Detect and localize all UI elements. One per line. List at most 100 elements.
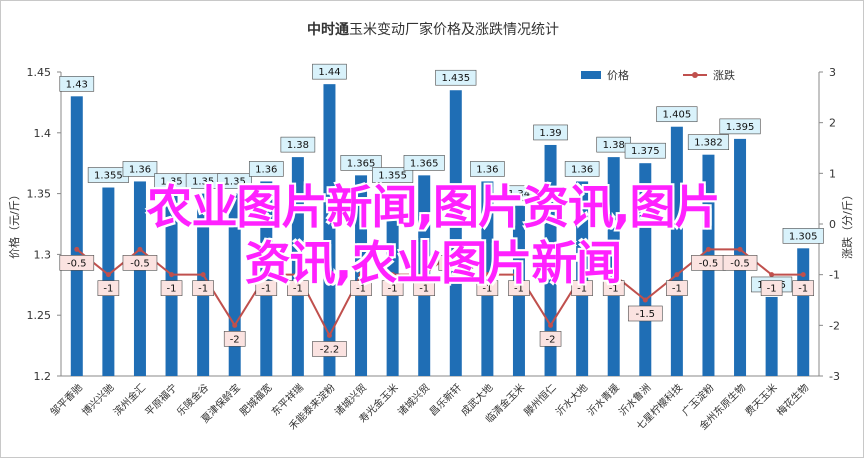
price-data-label: 1.355 bbox=[378, 171, 407, 182]
change-label-box bbox=[627, 305, 663, 322]
price-label-box bbox=[122, 161, 158, 177]
right-tick-label: -2 bbox=[829, 319, 840, 332]
change-label-box bbox=[413, 280, 436, 296]
price-label-box bbox=[782, 228, 824, 244]
x-category-label: 肥城福宽 bbox=[237, 381, 274, 418]
change-point bbox=[516, 272, 522, 278]
x-category-label: 昌乐新轩 bbox=[426, 381, 463, 418]
change-point bbox=[453, 246, 459, 252]
x-category-label: 平原福宁 bbox=[142, 381, 179, 418]
price-label-box bbox=[59, 76, 95, 92]
change-label-box bbox=[287, 280, 309, 296]
change-label-box bbox=[312, 341, 347, 357]
chart-title-bold: 中时通 bbox=[307, 21, 349, 38]
price-data-label: 1.305 bbox=[789, 231, 818, 242]
price-bar bbox=[291, 157, 304, 376]
change-data-label: -1 bbox=[388, 284, 398, 295]
right-tick-label: 0 bbox=[829, 218, 836, 231]
change-point bbox=[611, 272, 617, 278]
change-point bbox=[390, 272, 396, 278]
change-point bbox=[484, 272, 490, 278]
price-label-box bbox=[248, 161, 284, 177]
left-tick-label: 1.2 bbox=[34, 370, 52, 383]
change-point bbox=[263, 272, 269, 278]
change-point bbox=[137, 246, 143, 252]
price-data-label: 1.36 bbox=[476, 164, 498, 175]
left-tick-label: 1.45 bbox=[27, 66, 52, 79]
price-bar bbox=[133, 181, 146, 376]
price-data-label: 1.405 bbox=[663, 110, 692, 121]
legend-change-marker bbox=[692, 72, 698, 78]
change-data-label: -0.5 bbox=[130, 258, 150, 269]
change-point bbox=[358, 272, 364, 278]
change-point bbox=[705, 246, 711, 252]
price-bar bbox=[797, 248, 810, 376]
price-data-label: 1.35 bbox=[192, 177, 214, 188]
left-tick-label: 1.3 bbox=[34, 248, 52, 261]
change-point bbox=[295, 272, 301, 278]
change-label-box bbox=[508, 280, 530, 296]
price-label-box bbox=[217, 173, 253, 189]
change-data-label: -0.5 bbox=[67, 258, 87, 269]
price-data-label: 1.39 bbox=[539, 128, 561, 139]
change-point bbox=[642, 297, 648, 303]
legend-price-swatch bbox=[581, 71, 601, 79]
change-point bbox=[800, 272, 806, 278]
change-data-label: -1 bbox=[798, 284, 808, 295]
change-label-box bbox=[539, 331, 562, 347]
price-bar bbox=[481, 181, 494, 376]
price-data-label: 1.36 bbox=[255, 164, 277, 175]
price-data-label: 1.43 bbox=[66, 79, 88, 90]
x-category-label: 滕州恒仁 bbox=[521, 381, 558, 418]
price-bar bbox=[323, 84, 336, 376]
change-data-label: -0.5 bbox=[699, 258, 719, 269]
change-data-label: -1 bbox=[577, 284, 587, 295]
price-label-box bbox=[564, 161, 600, 177]
change-data-label: -2 bbox=[230, 334, 240, 345]
change-data-label: -1 bbox=[198, 284, 208, 295]
change-data-label: -1 bbox=[419, 284, 429, 295]
right-tick-label: 2 bbox=[829, 117, 836, 130]
legend-price-label: 价格 bbox=[607, 68, 629, 82]
right-tick-label: -1 bbox=[829, 269, 840, 282]
legend: 价格 涨跌 bbox=[581, 68, 735, 82]
change-label-box bbox=[381, 280, 404, 296]
change-data-label: -2 bbox=[546, 334, 556, 345]
left-axis-title: 价格（元/斤） bbox=[7, 189, 21, 259]
price-bar bbox=[765, 296, 778, 376]
change-label-box bbox=[160, 280, 183, 296]
price-data-label: 1.382 bbox=[694, 138, 723, 149]
price-data-label: 1.365 bbox=[410, 158, 439, 169]
change-point bbox=[200, 272, 206, 278]
change-data-label: -1 bbox=[514, 284, 524, 295]
change-point bbox=[579, 272, 585, 278]
x-category-label: 邹平香驰 bbox=[47, 381, 84, 418]
price-data-label: 1.38 bbox=[603, 140, 625, 151]
right-tick-label: 3 bbox=[829, 66, 836, 79]
price-label-box bbox=[687, 134, 730, 150]
x-category-label: 梅花生物 bbox=[774, 381, 811, 418]
chart-title-rest: 玉米变动厂家价格及涨跌情况统计 bbox=[349, 21, 559, 38]
price-data-label: 1.375 bbox=[631, 146, 660, 157]
price-bar bbox=[576, 181, 589, 376]
change-label-box bbox=[722, 255, 758, 271]
change-data-label: -1 bbox=[356, 284, 366, 295]
change-data-label: -0.5 bbox=[446, 258, 466, 269]
price-data-label: 1.355 bbox=[94, 171, 123, 182]
left-tick-label: 1.4 bbox=[34, 127, 52, 140]
price-label-box bbox=[280, 136, 316, 153]
left-tick-label: 1.35 bbox=[27, 188, 52, 201]
change-label-box bbox=[476, 280, 499, 296]
price-data-label: 1.395 bbox=[726, 122, 755, 133]
price-bar bbox=[670, 126, 683, 376]
change-data-label: -1.5 bbox=[636, 309, 656, 320]
change-point bbox=[105, 272, 111, 278]
change-data-label: -0.5 bbox=[730, 258, 750, 269]
change-label-box bbox=[255, 280, 278, 296]
change-data-label: -1 bbox=[767, 284, 777, 295]
x-category-label: 诸城兴贸 bbox=[396, 382, 433, 419]
x-category-label: 沂水大地 bbox=[553, 381, 590, 418]
price-label-box bbox=[656, 106, 698, 123]
x-category-label: 博兴兴驰 bbox=[79, 381, 116, 418]
